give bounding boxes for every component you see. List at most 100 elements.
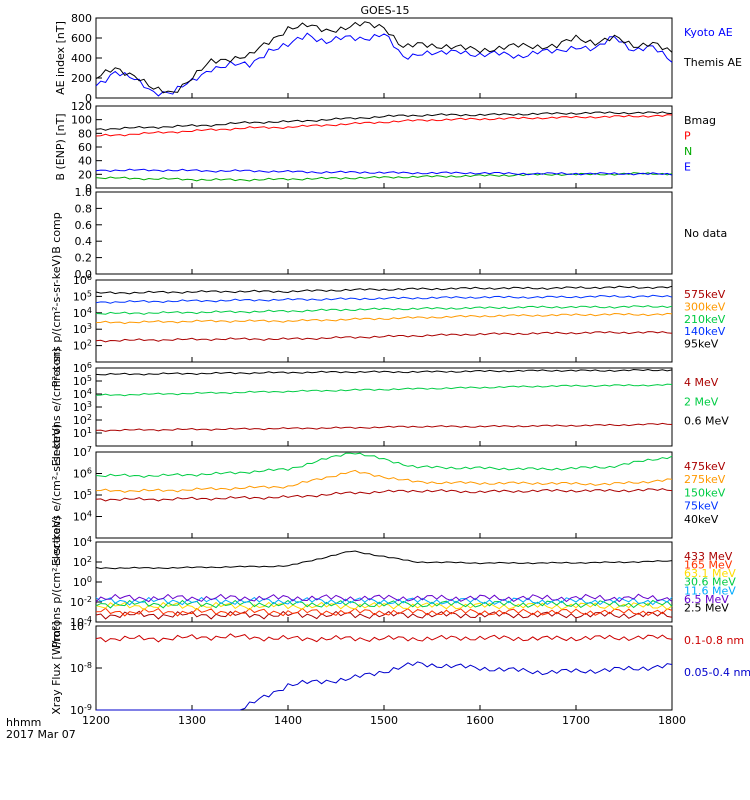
figure-title: GOES-15 bbox=[360, 4, 409, 17]
series-line bbox=[96, 661, 673, 711]
y-tick-label: 60 bbox=[78, 141, 92, 154]
series-line bbox=[95, 21, 673, 94]
y-tick-label: 100 bbox=[71, 114, 92, 127]
legend-entry: 6.5 MeV bbox=[684, 593, 729, 606]
x-axis-label-line2: 2017 Mar 07 bbox=[6, 728, 76, 741]
y-tick-label: 80 bbox=[78, 127, 92, 140]
y-tick-label: 10-2 bbox=[70, 595, 92, 609]
no-data-label: No data bbox=[684, 227, 727, 240]
series-line bbox=[95, 550, 673, 570]
y-axis-label: B (ENP) [nT] bbox=[54, 113, 67, 180]
x-axis-label-line1: hhmm bbox=[6, 716, 41, 729]
series-line bbox=[95, 168, 673, 176]
legend-entry: E bbox=[684, 161, 691, 174]
series-line bbox=[95, 469, 673, 493]
panel-xray-flux: 10-9 10-8 10-7 Xray Flux [W/m²] 0.1-0.8 nm 0.… bbox=[50, 619, 750, 717]
y-tick-label: 120 bbox=[71, 100, 92, 113]
series-line bbox=[95, 607, 673, 617]
legend-entry: 0.1-0.8 nm bbox=[684, 634, 744, 647]
y-tick-label: 0.0 bbox=[75, 268, 93, 281]
y-tick-label: 0.6 bbox=[75, 219, 93, 232]
legend-entry: Themis AE bbox=[683, 56, 742, 69]
y-tick-label: 20 bbox=[78, 168, 92, 181]
legend-entry: 165 MeV bbox=[684, 559, 733, 572]
y-axis-label: B comp bbox=[50, 212, 63, 254]
series-line bbox=[95, 422, 673, 432]
y-tick-label: 102 bbox=[73, 413, 92, 427]
legend-entry: 95keV bbox=[684, 338, 719, 351]
y-tick-label: 0.2 bbox=[75, 252, 93, 265]
series-line bbox=[95, 601, 673, 611]
x-tick-label: 1600 bbox=[466, 714, 494, 727]
y-tick-label: 0.4 bbox=[75, 235, 93, 248]
legend-entry: 40keV bbox=[684, 513, 719, 526]
legend-entry: 275keV bbox=[684, 473, 726, 486]
y-tick-label: 40 bbox=[78, 155, 92, 168]
legend-entry: 4 MeV bbox=[684, 376, 719, 389]
x-tick-label: 1500 bbox=[370, 714, 398, 727]
y-tick-label: 100 bbox=[73, 575, 92, 589]
legend-entry: Bmag bbox=[684, 114, 716, 127]
series-line bbox=[95, 452, 673, 478]
legend-entry: 150keV bbox=[684, 486, 726, 499]
y-tick-label: 400 bbox=[71, 52, 92, 65]
y-tick-label: 103 bbox=[73, 400, 92, 414]
y-axis-label: Protons p/(cm²-s-sr-keV) bbox=[50, 255, 63, 388]
y-tick-label: 200 bbox=[71, 72, 92, 85]
x-tick-label: 1700 bbox=[562, 714, 590, 727]
series-line bbox=[95, 285, 673, 295]
y-tick-label: 101 bbox=[73, 426, 92, 440]
x-tick-label: 1300 bbox=[178, 714, 206, 727]
panel-frame bbox=[95, 541, 673, 623]
y-tick-label: 1.0 bbox=[75, 186, 93, 199]
y-tick-label: 10-8 bbox=[70, 661, 92, 675]
panel-frame bbox=[95, 17, 673, 99]
y-tick-label: 106 bbox=[73, 273, 92, 287]
y-tick-label: 104 bbox=[73, 510, 92, 524]
series-line bbox=[95, 596, 673, 606]
panel-frame bbox=[95, 367, 673, 447]
series-line bbox=[95, 593, 673, 603]
legend-entry: N bbox=[684, 145, 692, 158]
panel-electrons-low: 104 105 106 107 Electrons e/(cm²-s-sr-keV) 47… bbox=[50, 424, 726, 566]
legend-entry: 210keV bbox=[684, 313, 726, 326]
x-axis-ticks: 1200 1300 1400 1500 1600 1700 1800 bbox=[82, 714, 686, 727]
y-tick-label: 104 bbox=[73, 306, 92, 320]
panel-ae-index: 0 200 400 600 800 AE index [nT] Kyoto AE Themis… bbox=[54, 12, 742, 105]
y-tick-label: 102 bbox=[73, 339, 92, 353]
legend-entry: 475keV bbox=[684, 460, 726, 473]
y-tick-label: 107 bbox=[73, 445, 92, 459]
y-tick-label: 10-9 bbox=[70, 703, 92, 717]
y-tick-label: 600 bbox=[71, 32, 92, 45]
series-line bbox=[95, 383, 673, 397]
series-line bbox=[95, 488, 673, 502]
series-line bbox=[95, 610, 673, 620]
legend-entry: 2.5 MeV bbox=[684, 601, 729, 614]
x-tick-label: 1200 bbox=[82, 714, 110, 727]
y-tick-label: 0 bbox=[85, 92, 92, 105]
series-line bbox=[95, 172, 673, 182]
y-tick-label: 103 bbox=[73, 322, 92, 336]
legend-entry: Kyoto AE bbox=[684, 26, 733, 39]
series-line bbox=[95, 111, 673, 131]
y-tick-label: 0.8 bbox=[75, 202, 93, 215]
panel-frame bbox=[95, 451, 673, 539]
panel-b-comp: 0.0 0.2 0.4 0.6 0.8 1.0 B comp No data bbox=[50, 186, 727, 281]
legend-entry: 433 MeV bbox=[684, 550, 733, 563]
series-line bbox=[95, 368, 673, 376]
series-line bbox=[95, 305, 673, 315]
legend-entry: 0.6 MeV bbox=[684, 415, 729, 428]
y-axis-label: Xray Flux [W/m²] bbox=[50, 621, 63, 714]
y-axis-label: Electrons e/(cm²-s-sr-keV) bbox=[50, 424, 63, 566]
series-line bbox=[95, 294, 673, 304]
y-axis-label: Protons p/(cm²-s-sr-keV) bbox=[50, 516, 63, 649]
legend-entry: 140keV bbox=[684, 325, 726, 338]
legend-entry: 2 MeV bbox=[684, 395, 719, 408]
series-line bbox=[95, 114, 673, 137]
y-tick-label: 10-4 bbox=[70, 615, 92, 629]
y-axis-label: AE index [nT] bbox=[54, 21, 67, 95]
y-tick-label: 105 bbox=[73, 374, 92, 388]
legend-entry: 300keV bbox=[684, 300, 726, 313]
